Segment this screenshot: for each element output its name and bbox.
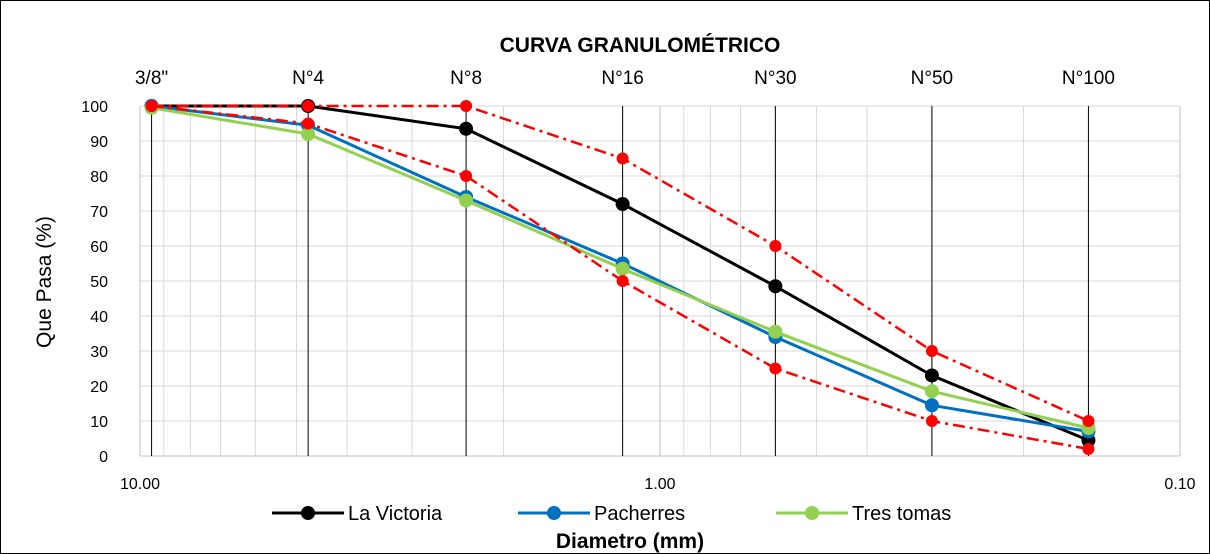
y-tick-label: 70 bbox=[90, 204, 108, 221]
series-point bbox=[301, 127, 316, 141]
legend: La Victoria Pacherres Tres tomas bbox=[272, 503, 951, 525]
series-point bbox=[615, 197, 630, 211]
y-tick-label: 80 bbox=[90, 169, 108, 186]
y-tick-label: 20 bbox=[90, 379, 108, 396]
series-point bbox=[302, 100, 315, 112]
sieve-label: N°4 bbox=[292, 68, 324, 89]
series-point bbox=[145, 100, 158, 112]
series-point bbox=[616, 152, 629, 165]
series-point bbox=[615, 261, 630, 276]
legend-label: Tres tomas bbox=[852, 503, 951, 525]
legend-swatch-marker bbox=[547, 506, 561, 520]
y-axis-title: Que Pasa (%) bbox=[33, 216, 56, 348]
series-layer bbox=[144, 99, 1096, 455]
y-tick-label: 30 bbox=[90, 344, 108, 361]
legend-label: La Victoria bbox=[348, 503, 443, 525]
series-point bbox=[925, 345, 938, 357]
sieve-label: N°8 bbox=[450, 68, 482, 89]
y-tick-label: 60 bbox=[90, 239, 108, 256]
series-point bbox=[302, 117, 315, 130]
legend-swatch-marker bbox=[805, 506, 819, 520]
sieve-labels: 3/8" N°4 N°8 N°16 N°30 N°50 N°100 bbox=[135, 68, 1115, 89]
y-tick-label: 40 bbox=[90, 309, 108, 326]
sieve-label: N°50 bbox=[911, 68, 953, 89]
series-point bbox=[769, 362, 782, 375]
series-point bbox=[768, 279, 783, 294]
y-tick-label: 0 bbox=[99, 449, 108, 466]
y-tick-labels: 0 10 20 30 40 50 60 70 80 90 100 bbox=[81, 99, 108, 466]
sieve-label: N°16 bbox=[601, 68, 643, 89]
series-point bbox=[1082, 443, 1095, 455]
y-tick-label: 50 bbox=[90, 274, 108, 291]
sieve-label: N°30 bbox=[754, 68, 796, 89]
series-point bbox=[925, 415, 938, 427]
series-point bbox=[768, 324, 783, 339]
legend-swatch-marker bbox=[301, 506, 315, 520]
chart-title: CURVA GRANULOMÉTRICO bbox=[500, 34, 781, 57]
x-tick-label: 10.00 bbox=[120, 476, 160, 493]
sieve-label: 3/8" bbox=[135, 68, 168, 89]
series-point bbox=[460, 100, 473, 112]
legend-label: Pacherres bbox=[594, 503, 685, 525]
sieve-label: N°100 bbox=[1062, 68, 1115, 89]
series-point bbox=[924, 384, 939, 399]
x-axis-title: Diametro (mm) bbox=[556, 530, 704, 553]
series-point bbox=[769, 240, 782, 252]
x-tick-label: 1.00 bbox=[644, 476, 675, 493]
series-point bbox=[924, 398, 939, 413]
x-tick-label: 0.10 bbox=[1164, 476, 1195, 493]
series-point bbox=[616, 275, 629, 287]
series-point bbox=[1082, 415, 1095, 427]
series-point bbox=[924, 368, 939, 383]
series-point bbox=[459, 193, 474, 208]
y-tick-label: 90 bbox=[90, 134, 108, 151]
y-tick-label: 100 bbox=[81, 99, 108, 116]
x-tick-labels: 10.00 1.00 0.10 bbox=[120, 476, 1196, 493]
series-point bbox=[459, 121, 474, 136]
y-tick-label: 10 bbox=[90, 414, 108, 431]
series-point bbox=[460, 170, 473, 182]
